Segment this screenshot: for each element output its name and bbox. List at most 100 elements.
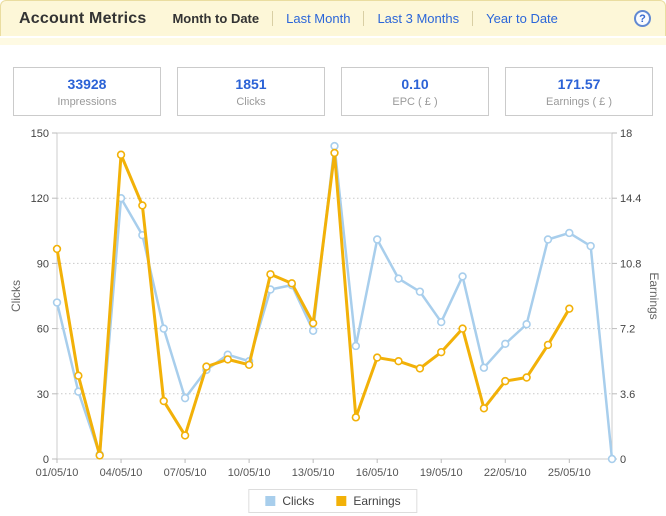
earnings-data-point <box>266 270 275 279</box>
earnings-data-point <box>372 353 382 362</box>
legend-label: Clicks <box>282 494 315 508</box>
clicks-data-point <box>501 339 510 349</box>
earnings-data-point <box>308 318 318 328</box>
earnings-data-point <box>543 340 553 350</box>
svg-text:13/05/10: 13/05/10 <box>292 467 335 479</box>
clicks-data-point <box>415 287 425 296</box>
clicks-data-point <box>330 141 339 151</box>
chart-canvas: 0 30 60 90 120 150 Clicks 0 3.6 7.2 10.8 14.4 18 Earn… <box>9 128 661 479</box>
svg-text:90: 90 <box>37 258 49 270</box>
earnings-data-point <box>394 357 403 366</box>
earnings-data-point <box>202 362 211 371</box>
clicks-data-point <box>479 363 489 372</box>
svg-text:150: 150 <box>31 128 49 140</box>
left-axis-title: Clicks <box>9 280 23 312</box>
clicks-data-point <box>372 235 382 244</box>
metric-epc: 0.10 EPC ( £ ) <box>341 67 489 116</box>
clicks-data-point <box>565 228 574 238</box>
clicks-data-point <box>522 320 531 329</box>
svg-text:18: 18 <box>620 128 632 140</box>
earnings-data-point <box>437 347 446 357</box>
earnings-data-point <box>330 148 339 158</box>
earnings-data-point <box>223 355 232 364</box>
earnings-data-point <box>415 364 425 373</box>
clicks-swatch-icon <box>265 496 276 506</box>
tab-year-to-date[interactable]: Year to Date <box>486 11 558 26</box>
legend-item-clicks: Clicks <box>265 494 314 508</box>
earnings-data-point <box>159 396 168 406</box>
clicks-data-point <box>394 274 403 283</box>
page-title: Account Metrics <box>19 9 147 27</box>
earnings-data-point <box>351 413 361 422</box>
svg-text:25/05/10: 25/05/10 <box>548 467 591 479</box>
metric-value: 171.57 <box>557 75 601 92</box>
svg-text:14.4: 14.4 <box>620 193 641 205</box>
earnings-data-point <box>458 324 467 333</box>
svg-text:04/05/10: 04/05/10 <box>100 467 143 479</box>
svg-text:01/05/10: 01/05/10 <box>36 467 79 479</box>
chart-legend: Clicks Earnings <box>248 489 418 513</box>
tab-last-3-months[interactable]: Last 3 Months <box>377 11 460 26</box>
clicks-data-point <box>351 341 361 351</box>
tab-last-month[interactable]: Last Month <box>286 11 351 26</box>
earnings-data-point <box>74 371 83 380</box>
svg-text:7.2: 7.2 <box>620 324 635 336</box>
earnings-data-point <box>522 373 531 382</box>
earnings-data-point <box>52 244 62 254</box>
earnings-data-point <box>180 431 190 440</box>
svg-text:120: 120 <box>31 193 49 205</box>
earnings-swatch-icon <box>336 496 347 506</box>
tab-month-to-date[interactable]: Month to Date <box>172 11 260 26</box>
clicks-data-point <box>180 393 190 403</box>
tab-separator <box>272 11 274 26</box>
clicks-earnings-chart: 0 30 60 90 120 150 Clicks 0 3.6 7.2 10.8 14.4 18 Earn… <box>0 122 666 516</box>
earnings-series <box>52 148 574 460</box>
metric-clicks: 1851 Clicks <box>177 67 325 116</box>
clicks-data-point <box>437 317 446 327</box>
earnings-data-point <box>501 376 510 386</box>
svg-text:0: 0 <box>620 454 626 466</box>
metric-impressions: 33928 Impressions <box>13 67 161 116</box>
svg-text:16/05/10: 16/05/10 <box>356 467 399 479</box>
earnings-data-point <box>116 150 126 159</box>
svg-text:19/05/10: 19/05/10 <box>420 467 463 479</box>
earnings-data-point <box>138 201 147 210</box>
legend-item-earnings: Earnings <box>336 494 401 508</box>
svg-text:0: 0 <box>43 454 49 466</box>
help-icon[interactable]: ? <box>634 10 651 27</box>
header-strip <box>0 38 666 45</box>
right-axis-title: Earnings <box>647 272 661 319</box>
earnings-data-point <box>244 360 254 370</box>
svg-text:3.6: 3.6 <box>620 389 635 401</box>
metric-label: Clicks <box>236 95 266 108</box>
metric-value: 33928 <box>67 75 107 92</box>
clicks-data-point <box>607 454 617 464</box>
svg-text:60: 60 <box>37 324 49 336</box>
plot-border <box>56 132 613 460</box>
left-axis: 0 30 60 90 120 150 <box>31 128 57 466</box>
tab-separator <box>363 11 365 26</box>
header: Account Metrics Month to Date Last Month… <box>0 0 666 36</box>
metric-label: Impressions <box>57 95 117 108</box>
clicks-data-point <box>159 324 168 333</box>
clicks-data-point <box>458 272 467 281</box>
earnings-data-point <box>95 451 104 460</box>
metric-value: 1851 <box>235 75 267 92</box>
earnings-data-point <box>565 304 574 313</box>
earnings-data-point <box>287 279 297 288</box>
metrics-row: 33928 Impressions 1851 Clicks 0.10 EPC (… <box>0 67 666 116</box>
svg-text:07/05/10: 07/05/10 <box>164 467 207 479</box>
svg-text:10/05/10: 10/05/10 <box>228 467 271 479</box>
metric-label: EPC ( £ ) <box>392 95 438 108</box>
clicks-data-point <box>52 298 62 307</box>
metric-value: 0.10 <box>401 75 429 92</box>
metric-label: Earnings ( £ ) <box>545 95 613 108</box>
svg-text:30: 30 <box>37 389 49 401</box>
right-axis: 0 3.6 7.2 10.8 14.4 18 <box>612 128 641 466</box>
clicks-data-point <box>308 326 318 335</box>
svg-text:22/05/10: 22/05/10 <box>484 467 527 479</box>
clicks-data-point <box>586 241 595 251</box>
clicks-series <box>52 141 617 464</box>
tab-separator <box>472 11 474 26</box>
